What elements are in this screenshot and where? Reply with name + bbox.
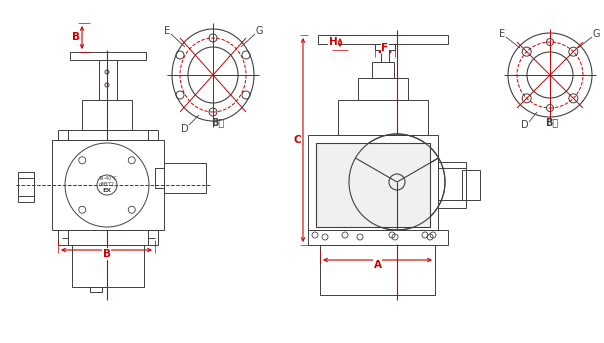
Bar bbox=[375, 44, 395, 50]
Bar bbox=[90, 287, 102, 292]
Bar bbox=[58, 230, 158, 245]
Bar bbox=[316, 143, 430, 227]
Bar bbox=[58, 130, 158, 140]
Bar bbox=[308, 135, 438, 230]
Bar bbox=[52, 140, 164, 230]
Bar bbox=[381, 50, 389, 62]
Bar bbox=[164, 163, 206, 193]
Text: C: C bbox=[293, 135, 301, 145]
Bar bbox=[82, 100, 132, 130]
Text: E: E bbox=[164, 26, 170, 36]
Bar bbox=[358, 78, 408, 100]
Text: B向: B向 bbox=[545, 117, 559, 127]
Bar bbox=[155, 168, 164, 188]
Bar bbox=[308, 230, 448, 245]
Text: B: B bbox=[103, 249, 111, 259]
Bar bbox=[316, 143, 430, 227]
Text: B: B bbox=[72, 32, 80, 42]
Bar bbox=[72, 245, 144, 287]
Text: G: G bbox=[593, 29, 600, 39]
Bar bbox=[18, 172, 34, 202]
Bar bbox=[320, 245, 435, 295]
Text: dⅡBT2: dⅡBT2 bbox=[99, 181, 115, 187]
Text: H: H bbox=[329, 37, 338, 47]
Text: EX: EX bbox=[103, 189, 112, 193]
Bar bbox=[318, 35, 448, 44]
Text: D: D bbox=[181, 124, 189, 134]
Text: G: G bbox=[255, 26, 263, 36]
Text: A: A bbox=[373, 260, 382, 270]
Bar bbox=[70, 52, 146, 60]
Bar bbox=[462, 170, 480, 200]
Text: E: E bbox=[499, 29, 505, 39]
Bar bbox=[338, 100, 428, 135]
Bar bbox=[372, 62, 394, 78]
Text: Ta-40℃: Ta-40℃ bbox=[98, 176, 117, 180]
Text: F: F bbox=[382, 43, 388, 53]
Bar bbox=[438, 162, 466, 208]
Text: B向: B向 bbox=[211, 117, 225, 127]
Text: D: D bbox=[521, 120, 529, 130]
